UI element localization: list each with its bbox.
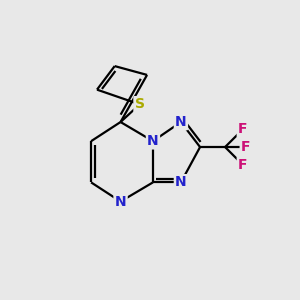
Text: N: N: [147, 134, 159, 148]
Text: N: N: [175, 176, 187, 189]
Text: F: F: [238, 122, 247, 136]
Text: F: F: [241, 140, 250, 154]
Text: N: N: [175, 115, 187, 129]
Text: S: S: [135, 98, 145, 111]
Text: F: F: [238, 158, 247, 172]
Text: N: N: [115, 194, 126, 208]
